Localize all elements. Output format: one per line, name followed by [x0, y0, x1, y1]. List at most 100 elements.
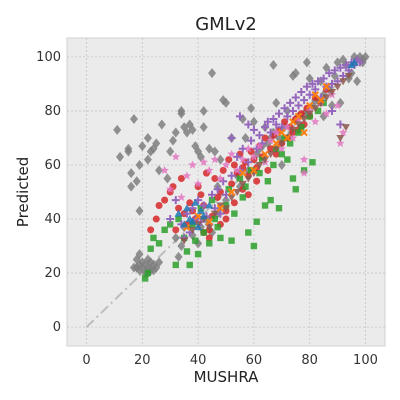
- data-point: [284, 156, 291, 163]
- data-point: [163, 173, 172, 184]
- data-point: [314, 77, 323, 86]
- data-point: [228, 237, 235, 244]
- data-point: [295, 129, 302, 136]
- data-point: [247, 136, 256, 145]
- data-point: [206, 240, 213, 247]
- data-point: [205, 224, 214, 232]
- data-point: [188, 124, 197, 135]
- data-point: [267, 196, 274, 204]
- data-point: [319, 74, 328, 83]
- data-point: [172, 226, 180, 234]
- data-point: [199, 212, 208, 220]
- data-point: [272, 139, 280, 148]
- x-tick-labels: 0 20 40 60 80 100: [82, 353, 378, 368]
- data-point: [211, 174, 219, 182]
- data-point: [244, 144, 253, 153]
- data-point: [232, 165, 242, 174]
- data-point: [239, 169, 247, 177]
- data-point: [238, 155, 247, 164]
- data-point: [213, 185, 222, 194]
- data-point: [177, 108, 186, 119]
- x-tick-label: 0: [82, 353, 90, 368]
- data-point: [355, 58, 364, 67]
- data-point: [135, 159, 144, 170]
- data-point: [250, 166, 258, 175]
- data-point: [135, 205, 144, 216]
- data-point: [305, 90, 314, 99]
- data-point: [216, 204, 225, 212]
- data-point: [155, 257, 164, 268]
- data-point: [132, 254, 141, 265]
- data-point: [271, 128, 281, 137]
- data-point: [177, 174, 185, 182]
- data-point: [256, 169, 263, 177]
- data-point: [216, 154, 225, 165]
- data-point: [127, 168, 136, 179]
- data-point: [113, 124, 122, 135]
- data-point: [242, 183, 249, 190]
- data-point: [263, 117, 272, 126]
- data-point: [238, 180, 247, 188]
- data-point: [275, 205, 283, 212]
- data-point: [124, 146, 133, 157]
- data-point: [200, 229, 207, 236]
- data-point: [152, 138, 161, 149]
- data-point: [325, 69, 334, 78]
- data-point: [188, 217, 197, 225]
- data-point: [175, 204, 183, 212]
- data-point: [245, 229, 252, 236]
- data-point: [266, 128, 275, 137]
- data-point: [277, 144, 287, 153]
- data-point: [222, 215, 230, 223]
- data-point: [289, 118, 297, 126]
- y-tick-label: 60: [44, 158, 61, 173]
- x-tick-label: 40: [190, 353, 207, 368]
- y-tick-labels: 0 20 40 60 80 100: [36, 50, 61, 335]
- data-point: [328, 100, 336, 111]
- data-point: [155, 240, 163, 247]
- data-point: [167, 221, 174, 228]
- data-point: [199, 201, 208, 210]
- data-point: [239, 194, 246, 201]
- data-point: [188, 226, 197, 234]
- data-points: [113, 51, 370, 282]
- data-point: [199, 122, 208, 133]
- data-point: [277, 159, 286, 170]
- data-point: [311, 117, 320, 126]
- data-point: [193, 179, 203, 188]
- data-point: [322, 109, 331, 118]
- data-point: [286, 140, 294, 147]
- data-point: [171, 152, 181, 161]
- data-point: [341, 124, 350, 132]
- data-point: [333, 83, 342, 91]
- data-point: [280, 104, 289, 113]
- data-point: [272, 97, 281, 108]
- data-point: [188, 160, 197, 169]
- y-tick-label: 40: [44, 212, 61, 227]
- data-point: [210, 155, 220, 164]
- data-point: [261, 150, 269, 158]
- data-point: [160, 165, 169, 174]
- data-point: [314, 107, 322, 115]
- data-point: [172, 261, 179, 269]
- data-point: [171, 232, 180, 243]
- data-point: [300, 116, 309, 124]
- data-point: [266, 136, 275, 145]
- data-point: [231, 210, 238, 217]
- data-point: [341, 61, 350, 70]
- data-point: [169, 135, 177, 146]
- data-point: [141, 275, 149, 282]
- data-point: [174, 251, 183, 262]
- data-point: [278, 128, 286, 137]
- data-point: [244, 120, 253, 129]
- data-point: [264, 177, 272, 185]
- data-point: [255, 131, 264, 140]
- data-point: [292, 186, 299, 193]
- data-point: [297, 88, 306, 97]
- data-point: [283, 122, 292, 131]
- data-point: [302, 57, 311, 68]
- data-point: [291, 68, 300, 79]
- data-point: [264, 166, 272, 174]
- x-axis-label: MUSHRA: [194, 368, 260, 386]
